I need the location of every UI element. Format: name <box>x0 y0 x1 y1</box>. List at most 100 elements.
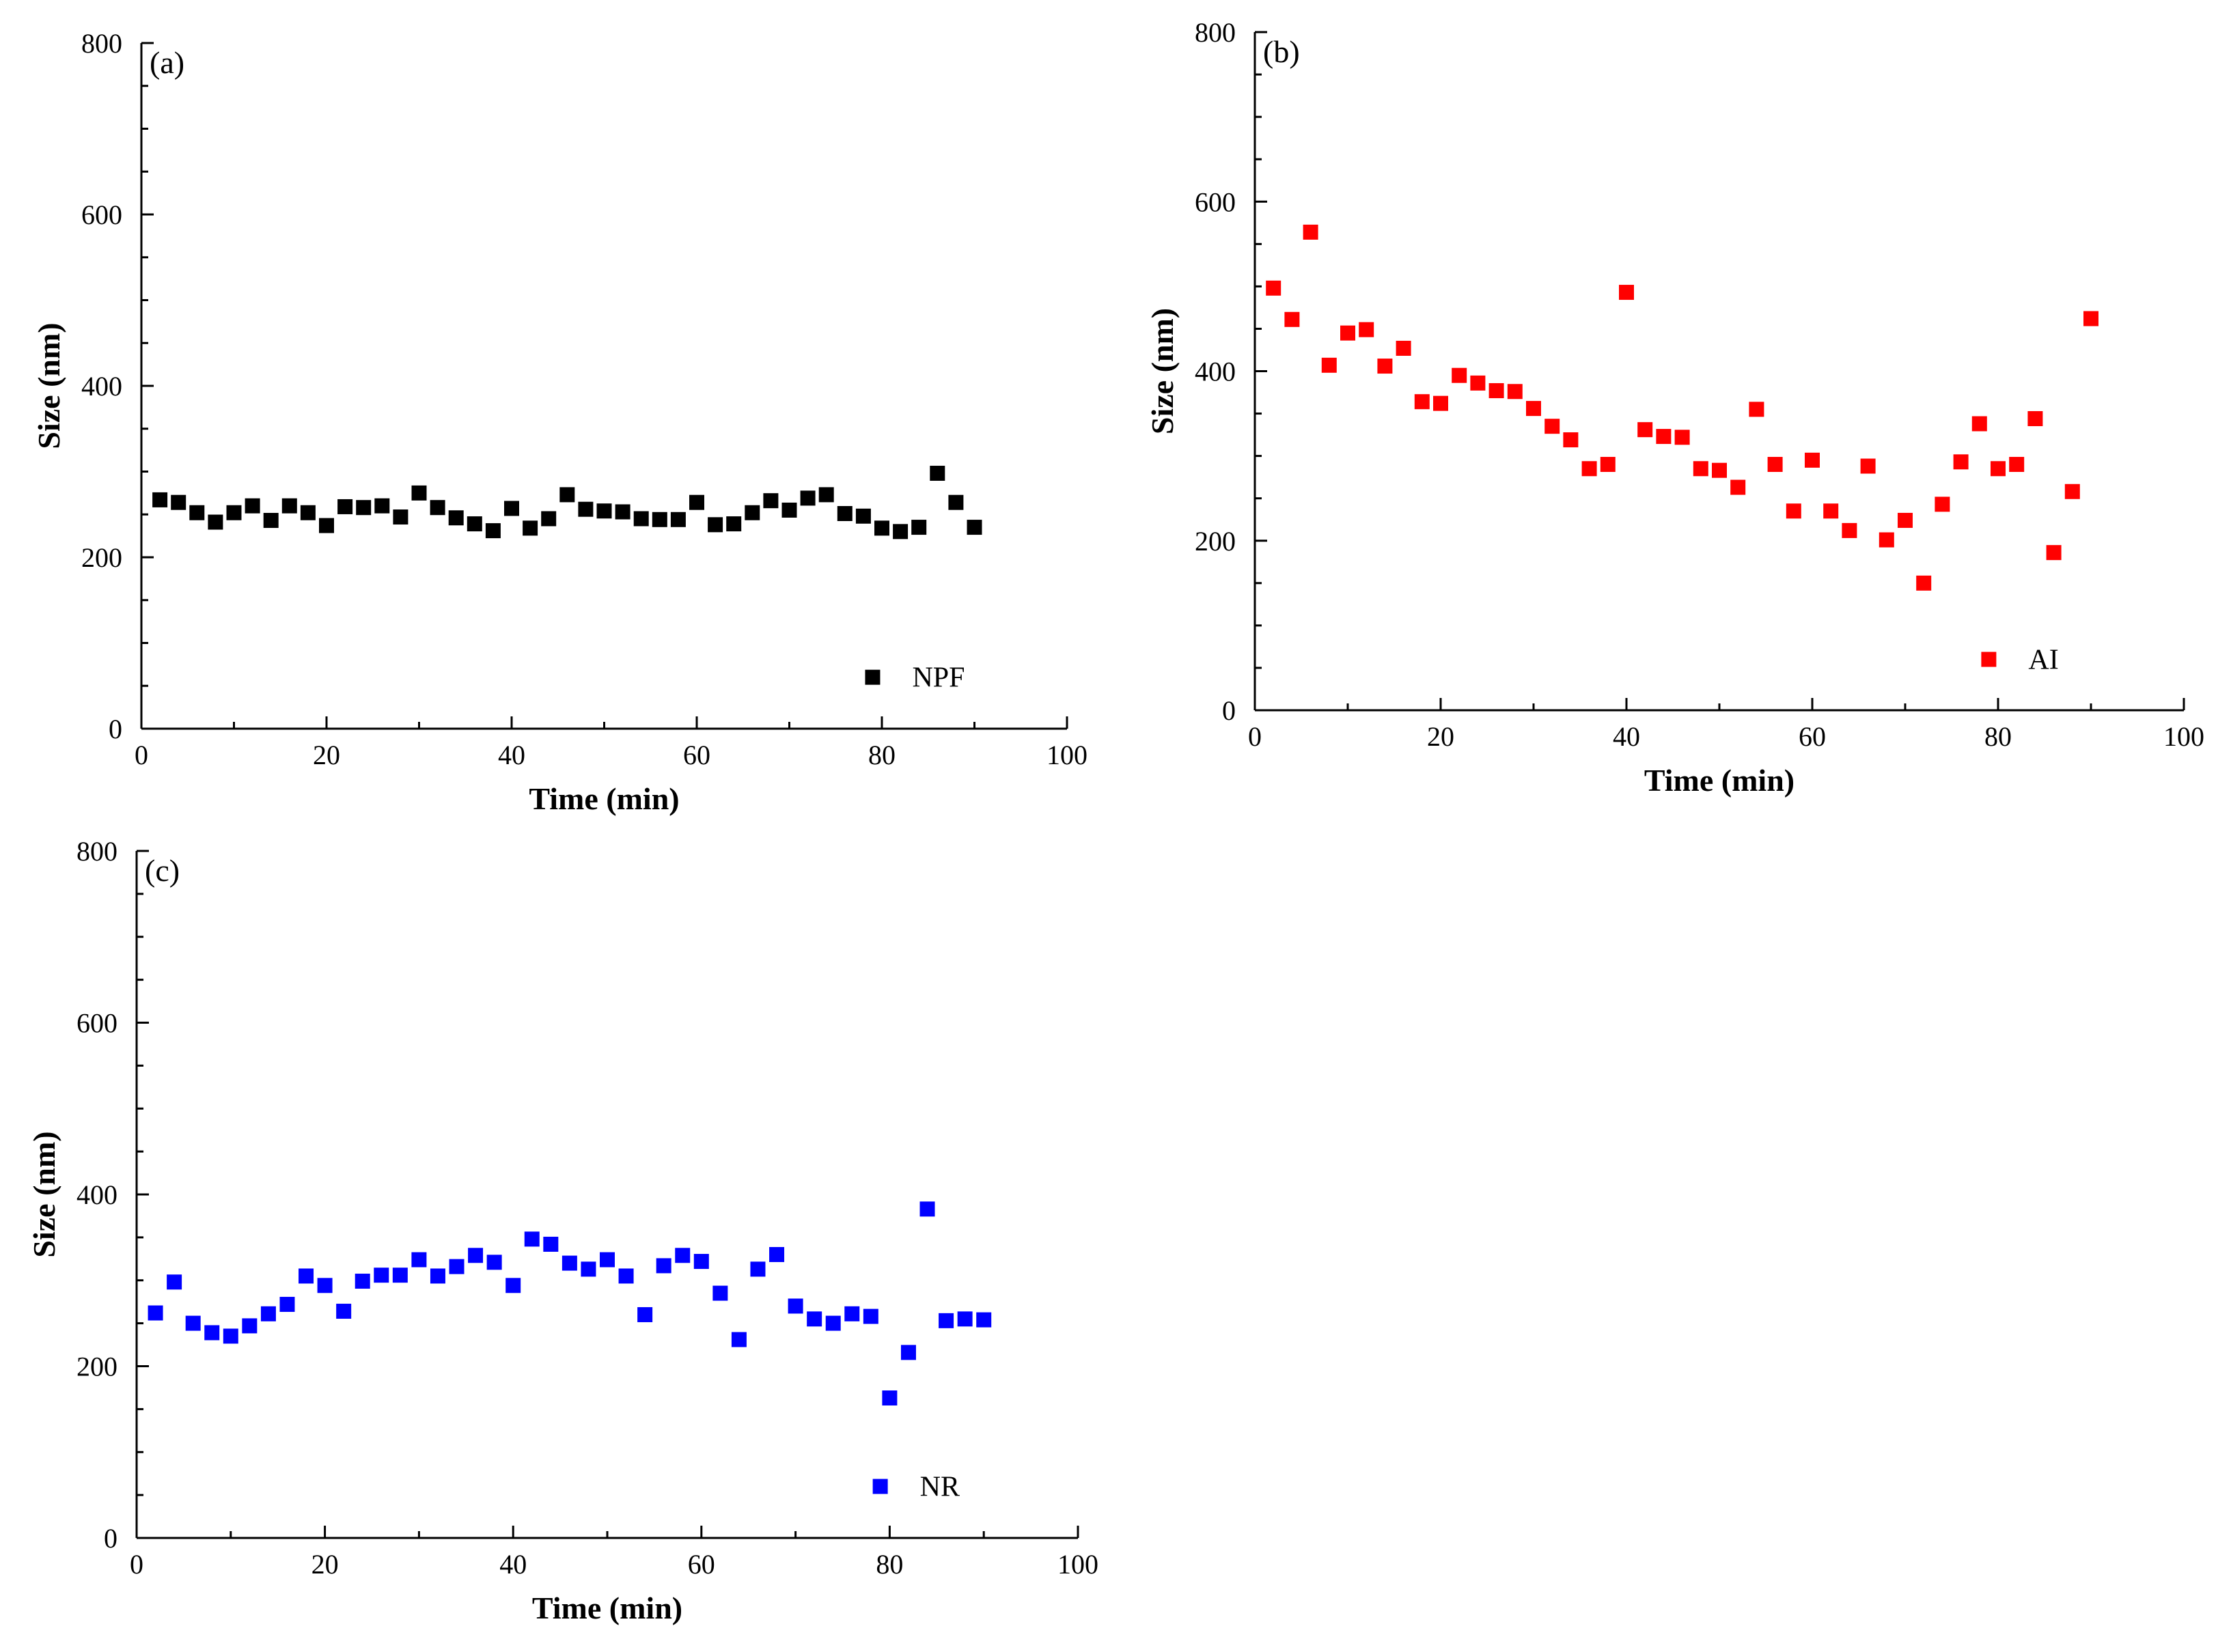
data-point-ai <box>1842 522 1857 538</box>
data-point-nr <box>769 1247 785 1263</box>
panel-label: (c) <box>145 853 180 888</box>
data-point-ai <box>1637 422 1653 438</box>
data-point-npf <box>430 500 445 516</box>
data-point-nr <box>374 1268 389 1283</box>
data-point-npf <box>800 490 816 506</box>
data-point-nr <box>675 1248 691 1263</box>
data-point-nr <box>863 1308 878 1324</box>
x-tick-label: 40 <box>499 1549 527 1580</box>
data-point-npf <box>893 524 909 540</box>
data-point-ai <box>1470 375 1486 391</box>
data-point-ai <box>1544 419 1560 434</box>
data-point-npf <box>633 511 649 527</box>
data-point-npf <box>485 523 501 539</box>
x-axis-title: Time (min) <box>532 1591 682 1625</box>
data-point-nr <box>581 1261 596 1277</box>
data-point-nr <box>204 1325 220 1341</box>
data-point-ai <box>1991 461 2006 477</box>
data-point-ai <box>1767 457 1783 473</box>
data-point-nr <box>788 1298 803 1314</box>
data-point-ai <box>2009 457 2025 473</box>
data-point-ai <box>1340 325 1355 341</box>
data-point-ai <box>1786 503 1801 519</box>
data-point-npf <box>281 498 297 514</box>
data-point-ai <box>1935 496 1950 512</box>
data-point-ai <box>2083 311 2098 326</box>
legend-label: NPF <box>912 662 965 694</box>
data-point-nr <box>882 1390 898 1406</box>
y-tick-label: 400 <box>77 1179 117 1210</box>
x-tick-label: 100 <box>1047 740 1087 770</box>
data-point-nr <box>543 1236 559 1252</box>
data-point-nr <box>939 1313 954 1328</box>
panel-c: 0 20 40 60 80 100 0 200 400 600 800 Time (min) Size … <box>27 836 1098 1625</box>
data-point-ai <box>1303 224 1318 240</box>
data-point-npf <box>708 517 723 533</box>
data-point-npf <box>374 498 390 514</box>
data-point-nr <box>562 1255 577 1271</box>
x-tick-label: 20 <box>311 1549 339 1580</box>
x-tick-label: 100 <box>2163 721 2204 752</box>
data-point-ai <box>1414 394 1430 410</box>
data-point-npf <box>189 505 205 520</box>
data-point-nr <box>900 1345 916 1360</box>
data-point-npf <box>911 520 927 535</box>
data-point-npf <box>152 492 168 507</box>
y-tick-label: 0 <box>1222 695 1236 726</box>
data-point-ai <box>1526 401 1541 417</box>
data-point-ai <box>1898 512 1913 528</box>
data-point-nr <box>167 1274 182 1290</box>
data-point-nr <box>392 1268 408 1283</box>
panel-label: (a) <box>150 45 184 80</box>
legend-label: NR <box>920 1472 960 1503</box>
panel-b: 0 20 40 60 80 100 0 200 400 600 800 Time (min) Size … <box>1145 17 2204 798</box>
data-point-ai <box>1674 430 1690 445</box>
data-point-npf <box>523 520 538 536</box>
x-tick-label: 40 <box>1613 721 1640 752</box>
y-tick-label: 200 <box>77 1352 117 1382</box>
data-point-nr <box>693 1254 709 1270</box>
x-tick-label: 0 <box>130 1549 143 1580</box>
data-point-npf <box>467 516 482 532</box>
data-point-npf <box>541 511 557 527</box>
data-point-ai <box>1693 461 1708 477</box>
x-tick-label: 60 <box>683 740 710 770</box>
data-point-ai <box>1284 311 1300 327</box>
data-point-nr <box>712 1285 728 1301</box>
data-point-nr <box>355 1274 370 1289</box>
y-tick-label: 0 <box>104 1523 117 1554</box>
legend-marker <box>865 669 881 685</box>
data-point-npf <box>855 508 871 524</box>
data-point-ai <box>1433 395 1448 411</box>
x-tick-label: 80 <box>868 740 896 770</box>
x-tick-label: 40 <box>498 740 525 770</box>
data-point-npf <box>837 505 853 521</box>
data-point-npf <box>300 505 316 520</box>
data-point-npf <box>226 505 242 520</box>
data-point-ai <box>1860 458 1876 474</box>
data-point-nr <box>750 1261 766 1277</box>
data-point-npf <box>874 520 889 536</box>
y-axis-title: Size (nm) <box>31 322 66 449</box>
x-tick-label: 20 <box>313 740 340 770</box>
data-point-nr <box>468 1248 484 1263</box>
data-point-nr <box>600 1252 615 1268</box>
data-point-ai <box>1823 503 1839 519</box>
data-point-npf <box>337 499 353 514</box>
data-point-ai <box>2046 545 2062 561</box>
data-point-ai <box>1749 402 1764 417</box>
data-point-nr <box>618 1268 634 1284</box>
data-point-nr <box>919 1201 935 1217</box>
legend-label: AI <box>2028 645 2058 676</box>
legend-marker <box>872 1479 888 1494</box>
x-tick-label: 60 <box>1799 721 1826 752</box>
data-point-npf <box>689 494 704 510</box>
data-point-ai <box>2064 484 2080 499</box>
data-point-npf <box>578 501 594 517</box>
data-point-npf <box>448 510 464 526</box>
y-axis-title: Size (nm) <box>27 1131 61 1257</box>
data-point-ai <box>1656 429 1672 445</box>
y-tick-label: 400 <box>1195 356 1236 387</box>
data-point-ai <box>1396 340 1411 356</box>
